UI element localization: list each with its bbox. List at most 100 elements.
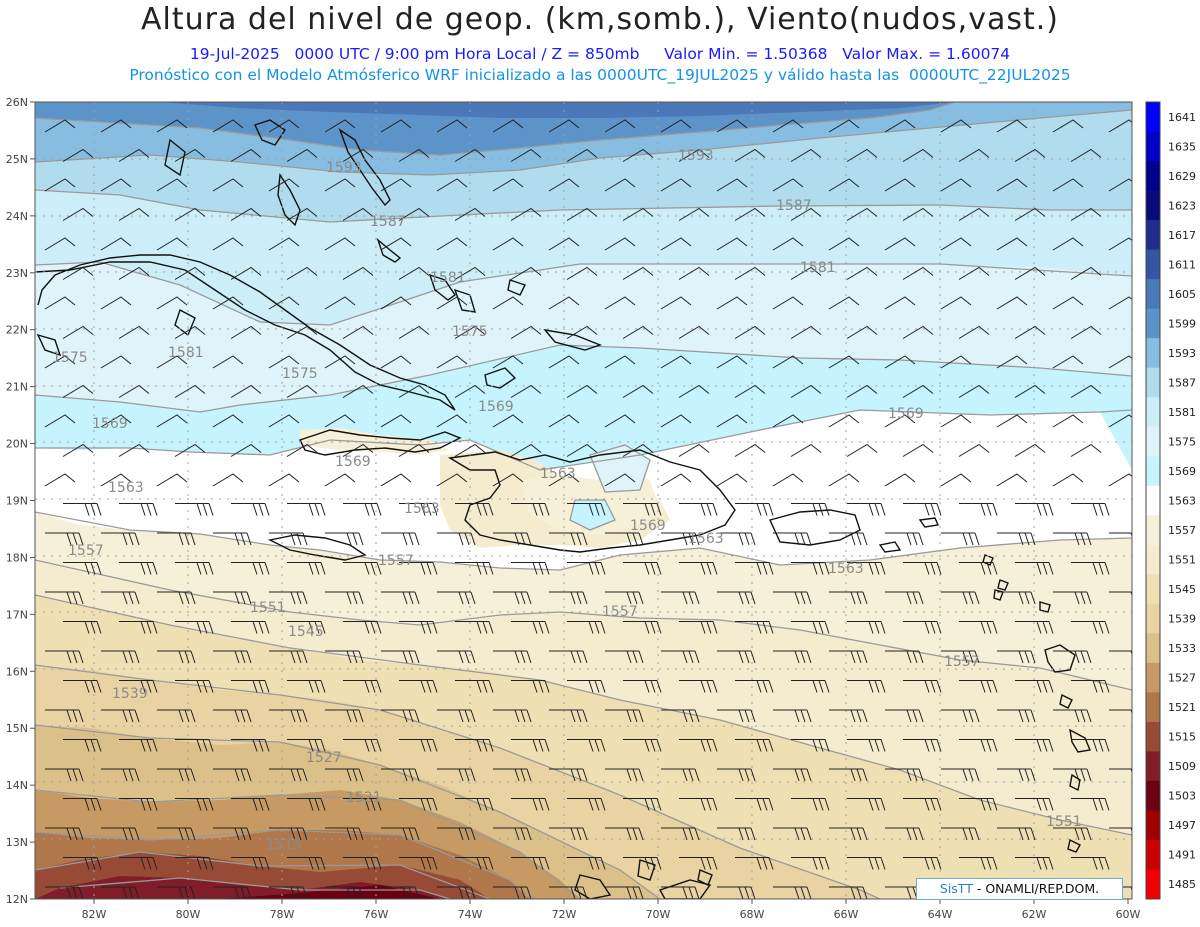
wind-barb — [1070, 384, 1102, 398]
wind-barb — [343, 857, 382, 870]
wind-barb — [213, 532, 252, 546]
contour-label: 1563 — [404, 501, 440, 517]
contour-label: 1581 — [430, 270, 466, 286]
latitude-tick-label: 14N — [6, 779, 28, 792]
wind-barb — [174, 266, 206, 280]
colorbar-segment — [1146, 574, 1160, 605]
wind-barb — [45, 886, 84, 899]
wind-barb — [231, 739, 270, 752]
wind-barb — [623, 739, 662, 752]
wind-barb — [734, 266, 766, 280]
wind-barb — [1071, 739, 1110, 752]
wind-barb — [828, 237, 860, 251]
wind-barb — [45, 532, 84, 546]
wind-barb — [716, 414, 748, 428]
wind-barb — [566, 207, 598, 221]
wind-barb — [567, 562, 606, 575]
wind-barb — [101, 827, 140, 841]
wind-barb — [1015, 562, 1054, 575]
colorbar-segment — [1146, 633, 1160, 664]
wind-barb — [903, 680, 942, 693]
wind-barb — [903, 503, 942, 516]
wind-barb — [661, 532, 700, 546]
wind-barb — [213, 886, 252, 899]
colorbar-segment — [1146, 397, 1160, 428]
wind-barb — [381, 591, 420, 605]
wind-barb — [791, 621, 830, 634]
wind-barb — [492, 355, 524, 369]
wind-barb — [623, 857, 662, 870]
wind-barb — [1014, 207, 1046, 221]
wind-barb — [717, 650, 756, 664]
wind-barb — [773, 827, 812, 841]
wind-barb — [772, 296, 804, 310]
contour-label: 1587 — [370, 214, 406, 230]
wind-barb — [828, 473, 860, 487]
wind-barb — [455, 680, 494, 693]
wind-barb — [846, 384, 878, 398]
wind-barb — [790, 325, 822, 339]
wind-barb — [997, 532, 1036, 546]
wind-barb — [511, 503, 550, 516]
latitude-tick-label: 25N — [6, 153, 28, 166]
wind-barb — [902, 384, 934, 398]
grid-lines — [35, 102, 1132, 899]
wind-barb — [44, 237, 76, 251]
wind-barb — [398, 207, 430, 221]
wind-barb — [455, 621, 494, 634]
wind-barb — [119, 503, 158, 516]
wind-barb — [213, 591, 252, 605]
wind-barb — [605, 532, 644, 546]
colorbar-label: 1485 — [1168, 878, 1196, 891]
colorbar-label: 1515 — [1168, 731, 1196, 744]
wind-barb — [156, 355, 188, 369]
wind-barb — [325, 591, 364, 605]
wind-barb — [381, 532, 420, 546]
wind-barb — [231, 503, 270, 516]
wind-barb — [885, 650, 924, 664]
wind-barb — [230, 443, 262, 457]
wind-barb — [735, 739, 774, 752]
colorbar-segment — [1146, 780, 1160, 811]
wind-barb — [63, 562, 102, 575]
latitude-tick-label: 19N — [6, 495, 28, 508]
longitude-tick-label: 72W — [552, 908, 577, 921]
wind-barb — [230, 266, 262, 280]
wind-barb — [212, 473, 244, 487]
wind-barb — [773, 709, 812, 723]
wind-barb — [623, 680, 662, 693]
wind-barb — [212, 237, 244, 251]
wind-barb — [902, 148, 934, 162]
wind-barb — [1014, 148, 1046, 162]
wind-barb — [829, 709, 868, 723]
wind-barb — [959, 857, 998, 870]
wind-barb — [846, 325, 878, 339]
wind-barb — [566, 266, 598, 280]
wind-barb — [119, 798, 158, 811]
wind-barb — [678, 443, 710, 457]
colorbar-label: 1527 — [1168, 672, 1196, 685]
wind-barb — [996, 355, 1028, 369]
wind-barb — [1109, 827, 1132, 833]
wind-barb — [846, 148, 878, 162]
latitude-tick-label: 20N — [6, 438, 28, 451]
wind-barb — [157, 650, 196, 664]
wind-barb — [661, 886, 700, 899]
wind-barb — [343, 798, 382, 811]
wind-barb — [605, 768, 644, 782]
wind-barb — [231, 562, 270, 575]
wind-barb — [324, 414, 356, 428]
longitude-tick-label: 76W — [364, 908, 389, 921]
wind-barb — [1109, 768, 1132, 774]
wind-barb — [287, 503, 326, 516]
wind-barb — [380, 414, 412, 428]
wind-barb — [100, 119, 132, 133]
latitude-labels: 26N 25N 24N 23N 22N 21N 20N 19N 18N 17N 16N 15N 14N 1… — [6, 96, 35, 906]
wind-barb — [510, 443, 542, 457]
wind-barb — [791, 739, 830, 752]
wind-barb — [269, 591, 308, 605]
colorbar-segment — [1146, 367, 1160, 398]
contour-label: 1563 — [540, 466, 576, 482]
wind-barb — [605, 886, 644, 899]
contour-label: 1593 — [326, 160, 362, 176]
